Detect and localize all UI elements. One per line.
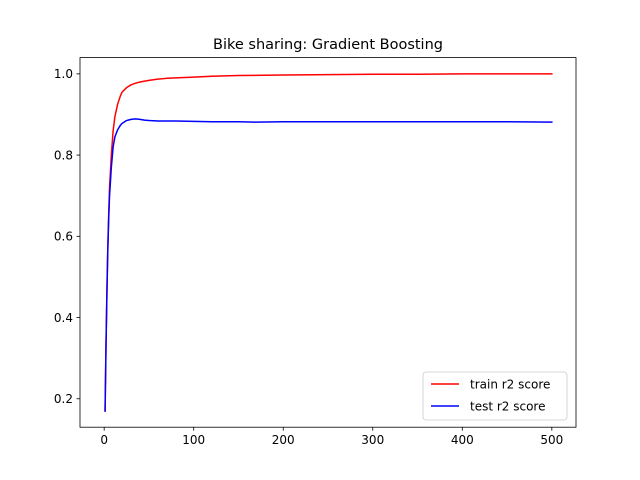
y-tick-label: 0.8	[54, 148, 73, 162]
legend: train r2 score test r2 score	[422, 371, 568, 421]
x-tick-label: 400	[451, 433, 474, 447]
x-tick-label: 500	[540, 433, 563, 447]
test-r2-series-line	[104, 118, 553, 412]
legend-label-test: test r2 score	[470, 400, 546, 414]
y-axis: 0.2 0.4 0.6 0.8 1.0	[54, 67, 80, 406]
y-tick-label: 0.6	[54, 230, 73, 244]
train-r2-series-line	[104, 73, 553, 412]
x-tick-label: 300	[361, 433, 384, 447]
plot-area-frame	[79, 57, 577, 428]
y-tick-label: 0.4	[54, 311, 73, 325]
x-tick-label: 200	[272, 433, 295, 447]
series-layer	[104, 73, 553, 412]
y-tick-label: 0.2	[54, 392, 73, 406]
y-tick-label: 1.0	[54, 67, 73, 81]
x-tick-label: 100	[182, 433, 205, 447]
x-tick-label: 0	[100, 433, 108, 447]
legend-label-train: train r2 score	[470, 378, 550, 392]
chart-title: Bike sharing: Gradient Boosting	[213, 37, 443, 53]
x-axis: 0 100 200 300 400 500	[100, 427, 563, 447]
